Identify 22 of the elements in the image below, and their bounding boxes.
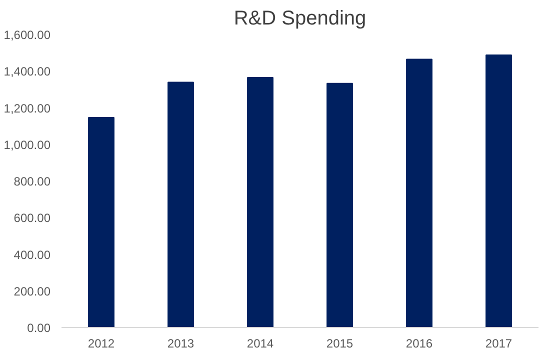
x-tick-label: 2015 (326, 336, 354, 350)
bar (406, 58, 432, 328)
y-tick-label: 0.00 (27, 321, 51, 335)
y-tick-label: 800.00 (14, 174, 51, 188)
y-tick-label: 1,400.00 (4, 64, 51, 79)
bar (168, 82, 194, 328)
y-tick-label: 600.00 (14, 211, 51, 226)
chart-title: R&D Spending (234, 8, 366, 30)
bar (247, 77, 274, 328)
bar (486, 54, 512, 328)
y-tick-label: 1,000.00 (4, 138, 51, 152)
x-tick-label: 2014 (246, 336, 274, 350)
y-tick-label: 1,200.00 (4, 101, 51, 116)
y-tick-label: 200.00 (14, 284, 51, 298)
x-tick-label: 2016 (406, 336, 433, 350)
bar (88, 116, 114, 328)
y-tick-label: 1,600.00 (4, 28, 51, 42)
x-tick-label: 2012 (88, 336, 115, 350)
x-tick-label: 2013 (167, 336, 194, 350)
x-tick-label: 2017 (485, 336, 512, 350)
y-tick-label: 400.00 (14, 248, 51, 262)
bar (326, 82, 353, 328)
